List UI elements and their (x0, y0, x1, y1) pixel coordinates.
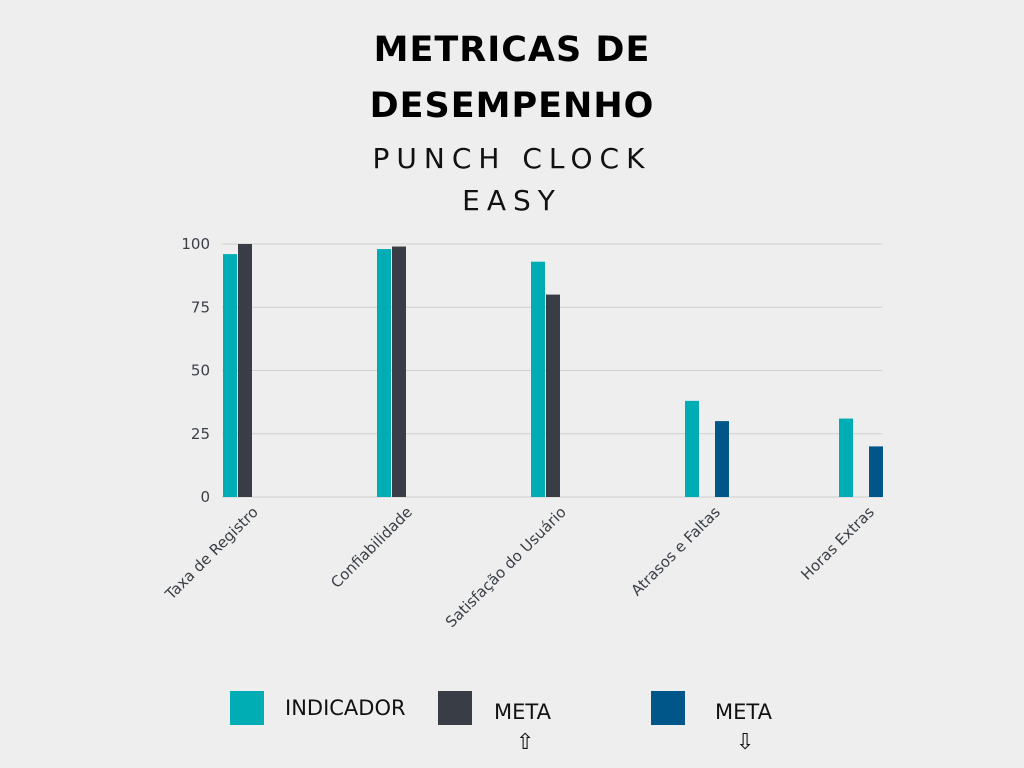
legend-label-meta-up: META (494, 700, 551, 724)
arrow-up-icon: ⇧ (516, 730, 535, 755)
bar-meta (392, 246, 406, 497)
legend-label-meta-down: META (715, 700, 772, 724)
y-tick-label: 0 (200, 488, 210, 506)
bar-indicador (839, 418, 853, 497)
y-tick-label: 75 (191, 298, 210, 316)
subtitle-line-2: EASY (462, 184, 562, 217)
legend-swatch-meta-down (651, 691, 685, 725)
bar-indicador (531, 261, 545, 497)
legend-swatch-meta-up (438, 691, 472, 725)
bar-meta (238, 244, 252, 497)
x-tick-label: Atrasos e Faltas (627, 503, 724, 600)
bar-meta (869, 446, 883, 497)
bar-indicador (685, 400, 699, 497)
x-tick-label: Horas Extras (797, 503, 878, 584)
bar-indicador (377, 249, 391, 497)
x-tick-label: Confiabilidade (327, 503, 416, 592)
subtitle-line-1: PUNCH CLOCK (372, 142, 652, 175)
y-tick-label: 25 (191, 425, 210, 443)
arrow-down-icon: ⇩ (736, 730, 755, 755)
x-tick-label: Taxa de Registro (161, 503, 262, 604)
legend-label-indicador: INDICADOR (285, 696, 406, 720)
bar-indicador (223, 254, 237, 497)
x-tick-label: Satisfação do Usuário (442, 503, 570, 631)
bar-meta (546, 294, 560, 497)
title-line-2: DESEMPENHO (369, 86, 655, 126)
title-line-1: METRICAS DE (373, 30, 651, 70)
bar-chart: 0 25 50 75 100 Taxa de Registro Confiabilidade… (161, 235, 883, 631)
legend-swatch-indicador (230, 691, 264, 725)
y-tick-label: 100 (181, 235, 210, 253)
bar-meta (715, 421, 729, 497)
y-tick-label: 50 (191, 362, 210, 380)
